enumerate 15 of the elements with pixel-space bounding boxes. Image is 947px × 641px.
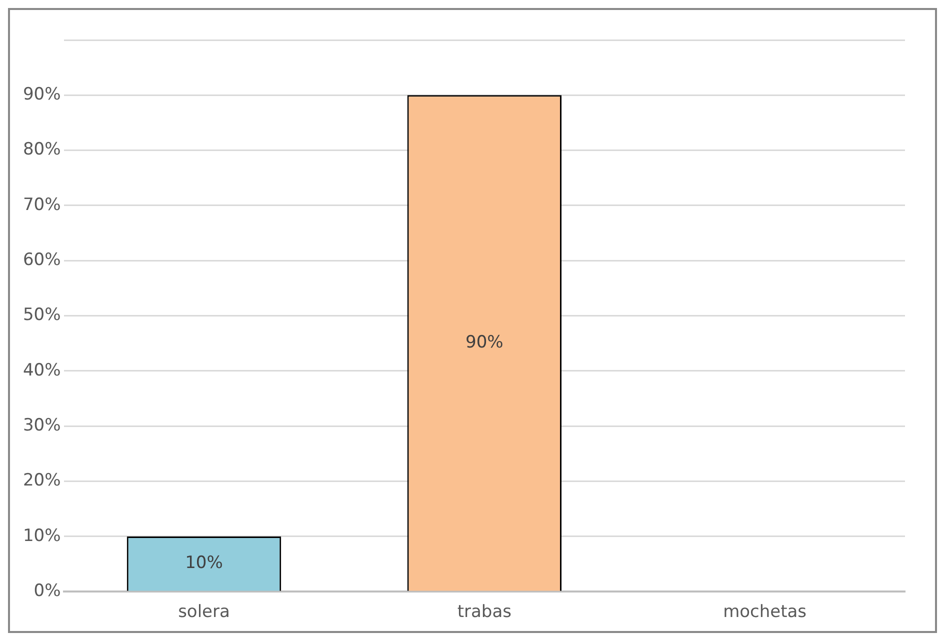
- data-label: 10%: [185, 553, 223, 574]
- y-tick-label: 60%: [22, 250, 61, 270]
- data-label: 90%: [465, 332, 504, 352]
- y-tick-label: 90%: [22, 84, 61, 105]
- x-tick-label: mochetas: [723, 602, 807, 622]
- y-tick-label: 10%: [22, 526, 61, 546]
- y-tick-label: 0%: [34, 581, 61, 602]
- y-tick-label: 20%: [22, 470, 61, 491]
- y-tick-label: 70%: [22, 194, 61, 215]
- y-tick-label: 30%: [22, 416, 61, 436]
- x-tick-label: solera: [178, 602, 230, 622]
- y-tick-label: 80%: [22, 140, 61, 160]
- y-tick-label: 50%: [22, 305, 61, 326]
- y-tick-label: 40%: [22, 360, 61, 380]
- x-tick-label: trabas: [457, 602, 512, 622]
